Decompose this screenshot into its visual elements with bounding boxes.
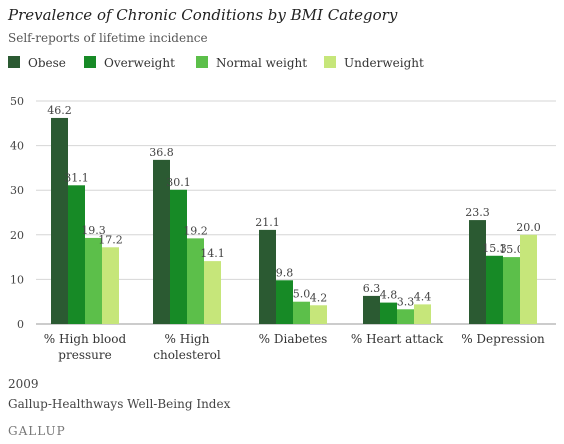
bar: [310, 305, 327, 324]
y-tick-label: 30: [10, 184, 24, 197]
bar: [503, 257, 520, 324]
legend-swatch-overweight: [84, 56, 96, 68]
data-label: 4.4: [414, 290, 432, 303]
legend-label-obese: Obese: [28, 56, 66, 70]
data-label: 14.1: [200, 247, 225, 260]
bar: [259, 229, 276, 324]
data-label: 21.1: [255, 216, 280, 229]
data-label: 5.0: [293, 288, 311, 301]
legend-swatch-obese: [8, 56, 20, 68]
x-tick-label: % Heart attack: [351, 332, 444, 346]
data-label: 31.1: [64, 171, 89, 184]
x-tick-label: % High blood: [44, 332, 127, 346]
bar: [170, 189, 187, 324]
footer-year: 2009: [8, 377, 39, 391]
x-tick-label: % Diabetes: [259, 332, 328, 346]
bar: [397, 309, 414, 324]
bar: [276, 280, 293, 324]
bar: [85, 237, 102, 324]
y-tick-label: 20: [10, 229, 24, 242]
bar: [380, 302, 397, 324]
chart-title: Prevalence of Chronic Conditions by BMI …: [8, 6, 398, 24]
bar: [293, 301, 310, 324]
y-tick-label: 40: [10, 140, 24, 153]
data-label: 15.0: [499, 243, 524, 256]
y-tick-label: 50: [10, 95, 24, 108]
legend-label-normal-weight: Normal weight: [216, 56, 308, 70]
bar: [187, 238, 204, 324]
legend-item-normal-weight: Normal weight: [196, 56, 307, 72]
bar: [153, 159, 170, 324]
data-label: 19.3: [81, 224, 106, 237]
bar: [520, 234, 537, 324]
data-label: 15.3: [482, 242, 507, 255]
data-label: 20.0: [516, 221, 541, 234]
x-tick-label: cholesterol: [153, 348, 221, 362]
bar: [204, 261, 221, 324]
data-label: 36.8: [149, 146, 174, 159]
data-label: 4.2: [310, 291, 328, 304]
bar: [486, 255, 503, 324]
bar: [51, 117, 68, 324]
y-tick-label: 0: [17, 318, 24, 331]
legend-swatch-underweight: [324, 56, 336, 68]
gallup-logo: GALLUP: [8, 424, 66, 438]
data-label: 19.2: [183, 224, 208, 237]
legend-label-underweight: Underweight: [344, 56, 424, 70]
bar: [469, 220, 486, 324]
bar: [68, 185, 85, 324]
legend-swatch-normal-weight: [196, 56, 208, 68]
x-tick-label: pressure: [58, 348, 111, 362]
chart-subtitle: Self-reports of lifetime incidence: [8, 31, 208, 45]
data-label: 4.8: [380, 289, 398, 302]
legend-label-overweight: Overweight: [104, 56, 175, 70]
footer-source: Gallup-Healthways Well-Being Index: [8, 397, 231, 411]
legend-item-underweight: Underweight: [324, 56, 424, 72]
data-label: 17.2: [98, 233, 123, 246]
data-label: 46.2: [47, 104, 72, 117]
legend-item-overweight: Overweight: [84, 56, 175, 72]
x-tick-label: % High: [165, 332, 210, 346]
data-label: 23.3: [465, 206, 490, 219]
legend-item-obese: Obese: [8, 56, 66, 72]
data-label: 30.1: [166, 176, 191, 189]
bar: [414, 304, 431, 324]
data-label: 3.3: [397, 295, 415, 308]
x-tick-label: % Depression: [461, 332, 545, 346]
bar: [102, 247, 119, 324]
y-tick-label: 10: [10, 273, 24, 286]
bar: [363, 295, 380, 324]
data-label: 9.8: [276, 266, 294, 279]
data-label: 6.3: [363, 282, 381, 295]
